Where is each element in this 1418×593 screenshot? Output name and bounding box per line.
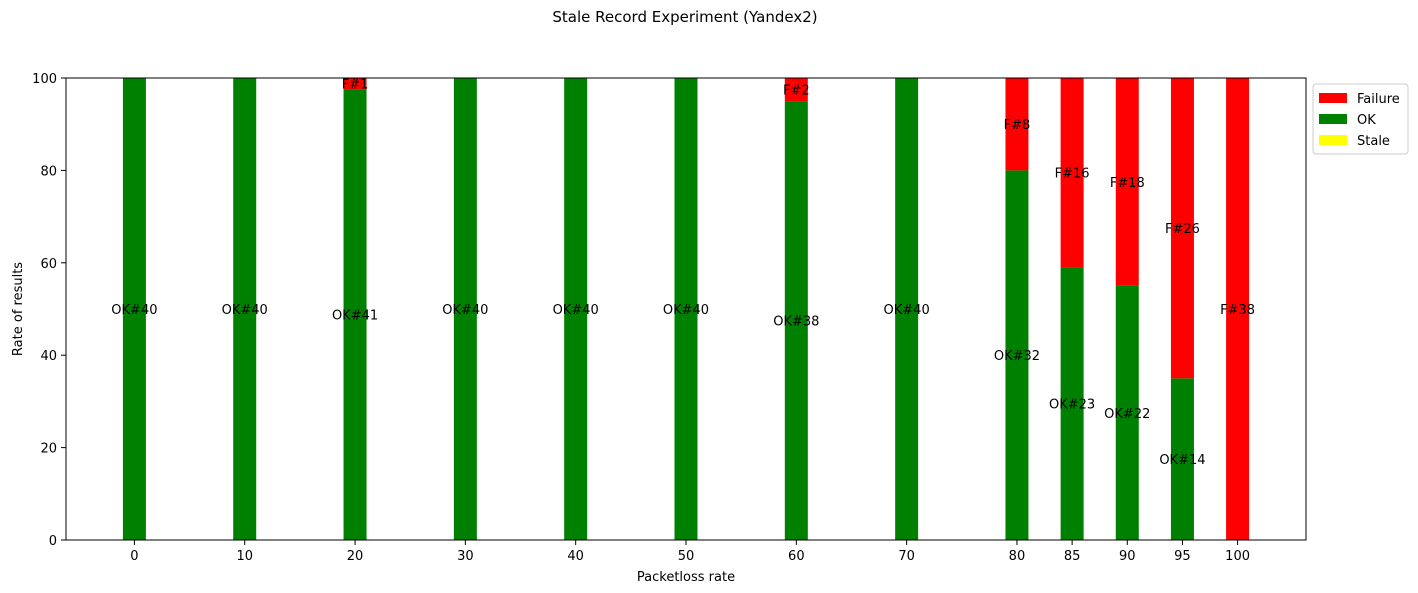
x-tick-label: 100 <box>1225 549 1250 564</box>
bar-ok-60 <box>784 101 808 540</box>
data-label-ok-50: OK#40 <box>663 303 709 318</box>
x-tick-label: 40 <box>567 549 584 564</box>
y-tick-label: 20 <box>40 442 57 457</box>
data-label-ok-0: OK#40 <box>111 303 157 318</box>
data-label-ok-40: OK#40 <box>553 303 599 318</box>
bar-failure-100 <box>1226 78 1250 540</box>
data-label-ok-30: OK#40 <box>442 303 488 318</box>
bar-ok-0 <box>122 78 146 540</box>
data-label-ok-60: OK#38 <box>773 315 819 330</box>
data-label-failure-90: F#18 <box>1110 176 1145 191</box>
y-axis: 0 20 40 60 80 100 <box>32 72 66 549</box>
data-label-ok-70: OK#40 <box>884 303 930 318</box>
bar-ok-85 <box>1060 267 1084 540</box>
x-tick-label: 30 <box>457 549 474 564</box>
x-tick-label: 20 <box>347 549 364 564</box>
data-label-ok-80: OK#32 <box>994 349 1040 364</box>
x-axis-label: Packetloss rate <box>637 570 735 585</box>
bar-ok-95 <box>1170 378 1194 540</box>
x-tick-label: 85 <box>1064 549 1081 564</box>
legend-swatch-stale <box>1319 135 1347 145</box>
x-tick-label: 95 <box>1174 549 1191 564</box>
x-tick-label: 0 <box>130 549 138 564</box>
data-label-failure-80: F#8 <box>1004 118 1031 133</box>
data-labels-group: OK#40 OK#40 OK#41 F#1 OK#40 OK#40 OK#40 OK#38 F#… <box>111 78 1255 469</box>
legend-label-ok: OK <box>1357 113 1376 128</box>
bar-ok-90 <box>1115 285 1139 540</box>
legend-label-failure: Failure <box>1357 92 1400 107</box>
bars-group <box>122 78 1250 540</box>
y-axis-label: Rate of results <box>11 262 26 356</box>
legend-swatch-failure <box>1319 93 1347 103</box>
data-label-failure-100: F#38 <box>1220 303 1255 318</box>
x-tick-label: 60 <box>788 549 805 564</box>
bar-failure-90 <box>1115 78 1139 286</box>
data-label-ok-90: OK#22 <box>1104 407 1150 422</box>
bar-ok-50 <box>674 78 698 540</box>
x-axis: 0 10 20 30 40 50 60 70 80 85 90 95 100 <box>130 540 1250 564</box>
legend: Failure OK Stale <box>1312 83 1409 155</box>
chart-title: Stale Record Experiment (Yandex2) <box>552 8 818 26</box>
bar-ok-40 <box>564 78 588 540</box>
data-label-failure-20: F#1 <box>342 78 369 93</box>
x-tick-label: 80 <box>1009 549 1026 564</box>
data-label-failure-85: F#16 <box>1055 167 1090 182</box>
x-tick-label: 90 <box>1119 549 1136 564</box>
bar-failure-60 <box>784 78 808 102</box>
bar-failure-20 <box>343 78 367 90</box>
bar-failure-85 <box>1060 78 1084 268</box>
x-tick-label: 50 <box>678 549 695 564</box>
data-label-failure-95: F#26 <box>1165 222 1200 237</box>
x-tick-label: 10 <box>236 549 253 564</box>
legend-label-stale: Stale <box>1357 134 1390 149</box>
bar-ok-80 <box>1005 170 1029 540</box>
data-label-failure-60: F#2 <box>783 84 810 99</box>
y-tick-label: 0 <box>49 534 57 549</box>
data-label-ok-85: OK#23 <box>1049 398 1095 413</box>
y-tick-label: 80 <box>40 164 57 179</box>
y-tick-label: 40 <box>40 349 57 364</box>
bar-ok-20 <box>343 89 367 540</box>
bar-ok-10 <box>233 78 257 540</box>
y-tick-label: 100 <box>32 72 57 87</box>
bar-ok-30 <box>453 78 477 540</box>
bar-failure-80 <box>1005 78 1029 171</box>
data-label-ok-95: OK#14 <box>1159 453 1205 468</box>
legend-swatch-ok <box>1319 114 1347 124</box>
y-tick-label: 60 <box>40 257 57 272</box>
data-label-ok-10: OK#40 <box>222 303 268 318</box>
x-tick-label: 70 <box>898 549 915 564</box>
bar-ok-70 <box>895 78 919 540</box>
data-label-ok-20: OK#41 <box>332 309 378 324</box>
bar-failure-95 <box>1170 78 1194 379</box>
